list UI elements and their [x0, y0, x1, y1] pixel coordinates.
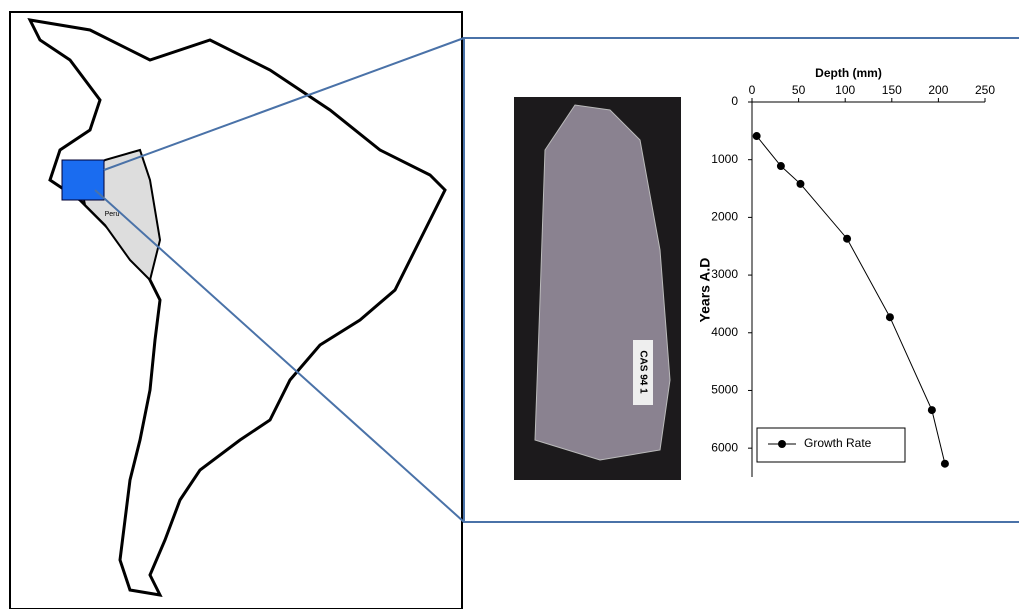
y-tick-label: 4000: [711, 325, 738, 339]
photo-label: CAS 94 1: [637, 350, 648, 394]
study-site: [62, 160, 104, 200]
data-point: [928, 406, 936, 414]
data-point: [753, 132, 761, 140]
x-tick-label: 100: [835, 83, 855, 97]
x-axis-title: Depth (mm): [815, 66, 882, 80]
legend-label: Growth Rate: [804, 436, 872, 450]
y-tick-label: 3000: [711, 267, 738, 281]
data-point: [941, 460, 949, 468]
series-line: [757, 136, 945, 464]
y-tick-label: 5000: [711, 383, 738, 397]
data-point: [796, 180, 804, 188]
y-tick-label: 1000: [711, 152, 738, 166]
x-tick-label: 0: [749, 83, 756, 97]
data-point: [886, 313, 894, 321]
map-label: Peru: [105, 211, 120, 218]
y-tick-label: 2000: [711, 210, 738, 224]
y-tick-label: 6000: [711, 440, 738, 454]
x-tick-label: 200: [928, 83, 948, 97]
data-point: [843, 235, 851, 243]
data-point: [777, 162, 785, 170]
y-axis-title: Years A.D: [697, 258, 713, 323]
legend-marker: [778, 440, 786, 448]
x-tick-label: 50: [792, 83, 806, 97]
figure: Peru CAS 94 1 0 50 100 150 200 250 0 1000 2000 30…: [0, 0, 1019, 609]
x-tick-label: 150: [882, 83, 902, 97]
y-tick-label: 0: [731, 94, 738, 108]
x-tick-label: 250: [975, 83, 995, 97]
